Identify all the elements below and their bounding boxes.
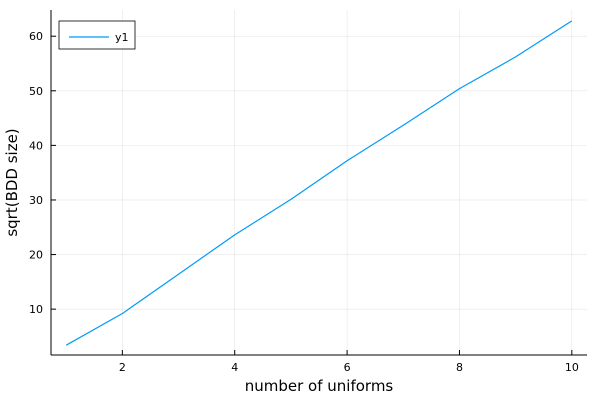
legend-box <box>58 20 136 50</box>
y-ticks: 10 20 30 40 50 60 <box>29 30 56 316</box>
y-axis-label: sqrt(BDD size) <box>3 128 21 236</box>
grid-lines <box>51 10 587 355</box>
y-tick-label: 60 <box>29 30 43 43</box>
legend: y1 <box>58 20 136 50</box>
series-group <box>65 20 573 346</box>
y-tick-label: 20 <box>29 249 43 262</box>
y-tick-label: 10 <box>29 303 43 316</box>
y-tick-label: 40 <box>29 139 43 152</box>
y-tick-label: 50 <box>29 85 43 98</box>
x-tick-label: 2 <box>119 361 126 374</box>
x-ticks: 2 4 6 8 10 <box>119 350 579 374</box>
x-tick-label: 10 <box>565 361 579 374</box>
series-line-y1 <box>65 20 573 346</box>
y-tick-label: 30 <box>29 194 43 207</box>
legend-label-y1: y1 <box>115 31 129 44</box>
x-tick-label: 8 <box>456 361 463 374</box>
x-tick-label: 4 <box>231 361 238 374</box>
x-tick-label: 6 <box>344 361 351 374</box>
x-axis-label: number of uniforms <box>245 377 394 395</box>
axes <box>50 10 587 356</box>
